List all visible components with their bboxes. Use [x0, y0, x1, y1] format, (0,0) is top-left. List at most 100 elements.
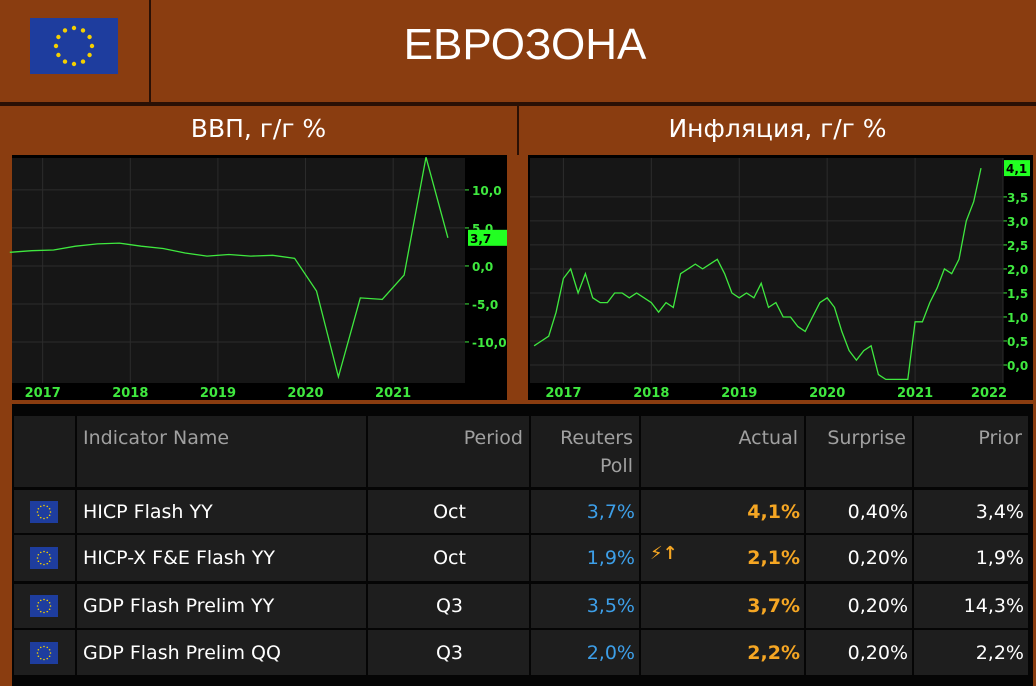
y-tick-label: 2,0: [1007, 263, 1028, 277]
table-cell: Oct: [433, 500, 466, 523]
star: [37, 513, 40, 516]
x-tick-label: 2017: [545, 386, 581, 401]
row-cell-bg: [368, 630, 529, 675]
star: [39, 599, 42, 602]
star: [49, 651, 52, 654]
star: [43, 598, 45, 601]
flag-bg: [30, 641, 58, 664]
star: [46, 551, 49, 554]
table-cell: 4,1%: [747, 500, 800, 523]
star: [80, 28, 86, 33]
star: [43, 550, 45, 553]
table-cell: HICP Flash YY: [83, 500, 213, 523]
star: [43, 658, 45, 660]
eu-flag: [30, 500, 58, 523]
column-header: Prior: [978, 427, 1022, 449]
row-cell-bg: [77, 490, 366, 533]
star: [39, 646, 42, 648]
star: [62, 59, 68, 64]
data-line: [533, 167, 982, 381]
row-cell-bg: [806, 630, 912, 675]
table-cell: 3,4%: [975, 500, 1024, 523]
x-tick-label: 2019: [721, 386, 757, 401]
star: [37, 507, 40, 510]
x-tick-label: 2020: [809, 386, 845, 401]
star: [43, 504, 45, 506]
star: [43, 517, 45, 519]
star: [48, 507, 51, 510]
star: [49, 605, 52, 607]
header-cell-bg: [914, 416, 1028, 487]
row-cell-bg: [368, 584, 529, 628]
star: [87, 34, 92, 40]
table-cell: 3,7%: [747, 595, 800, 617]
plot-area: [12, 158, 465, 383]
chart-title: Инфляция, г/г %: [668, 114, 887, 143]
star: [39, 516, 42, 518]
star: [37, 553, 40, 556]
x-tick-label: 2022: [971, 386, 1007, 401]
flag-bg: [30, 547, 58, 569]
y-tick-label: 10,0: [472, 184, 502, 198]
flag-bg: [30, 500, 58, 523]
star: [39, 562, 42, 565]
star: [37, 608, 40, 611]
star: [36, 510, 39, 513]
row-cell-bg: [914, 584, 1028, 628]
row-cell-bg: [77, 584, 366, 628]
x-tick-label: 2020: [287, 386, 323, 401]
star: [46, 610, 49, 613]
surprise-icon: ⚡↑: [650, 543, 678, 564]
row-cell-bg: [914, 535, 1028, 581]
row-cell-bg: [531, 630, 639, 675]
star: [56, 52, 61, 58]
row-cell-bg: [914, 490, 1028, 533]
x-tick-label: 2018: [112, 386, 148, 401]
star: [37, 654, 40, 657]
table-cell: 1,9%: [586, 547, 635, 569]
table-cell: GDP Flash Prelim YY: [83, 595, 275, 617]
row-cell-bg: [531, 490, 639, 533]
eu-flag: [30, 595, 58, 617]
star: [46, 657, 49, 659]
star: [62, 28, 68, 33]
star: [39, 551, 42, 554]
table-cell: 0,20%: [847, 641, 908, 664]
x-tick-label: 2017: [25, 386, 61, 401]
header-cell-bg: [14, 416, 75, 487]
row-cell-bg: [914, 630, 1028, 675]
table-cell: 3,5%: [586, 595, 635, 617]
header-cell-bg: [77, 416, 366, 487]
last-value-badge: [468, 229, 507, 246]
divider: [149, 0, 151, 102]
chart-title: ВВП, г/г %: [190, 114, 327, 143]
table-cell: 14,3%: [963, 595, 1024, 617]
star: [80, 59, 86, 64]
table-cell: 0,40%: [847, 500, 908, 523]
star: [36, 605, 39, 607]
data-line: [9, 157, 449, 380]
star: [48, 601, 51, 604]
star: [36, 651, 39, 654]
x-tick-label: 2019: [200, 386, 236, 401]
star: [48, 553, 51, 556]
star: [48, 608, 51, 611]
row-cell-bg: [641, 630, 804, 675]
star: [56, 34, 61, 40]
row-flag: [30, 547, 58, 569]
eu-flag: [30, 18, 118, 74]
header-cell-bg: [531, 416, 639, 487]
row-cell-bg: [641, 535, 804, 581]
y-tick-label: 2,5: [1007, 239, 1028, 253]
header-cell-bg: [368, 416, 529, 487]
y-tick-label: -10,0: [472, 336, 507, 350]
header-bar: [0, 0, 1036, 104]
table-cell: 2,1%: [747, 547, 800, 569]
star: [39, 657, 42, 659]
table-cell: 0,20%: [847, 595, 908, 617]
table-cell: Oct: [433, 547, 466, 569]
y-tick-label: 3,0: [1007, 215, 1028, 229]
column-header: Period: [463, 427, 523, 449]
row-flag: [30, 641, 58, 664]
